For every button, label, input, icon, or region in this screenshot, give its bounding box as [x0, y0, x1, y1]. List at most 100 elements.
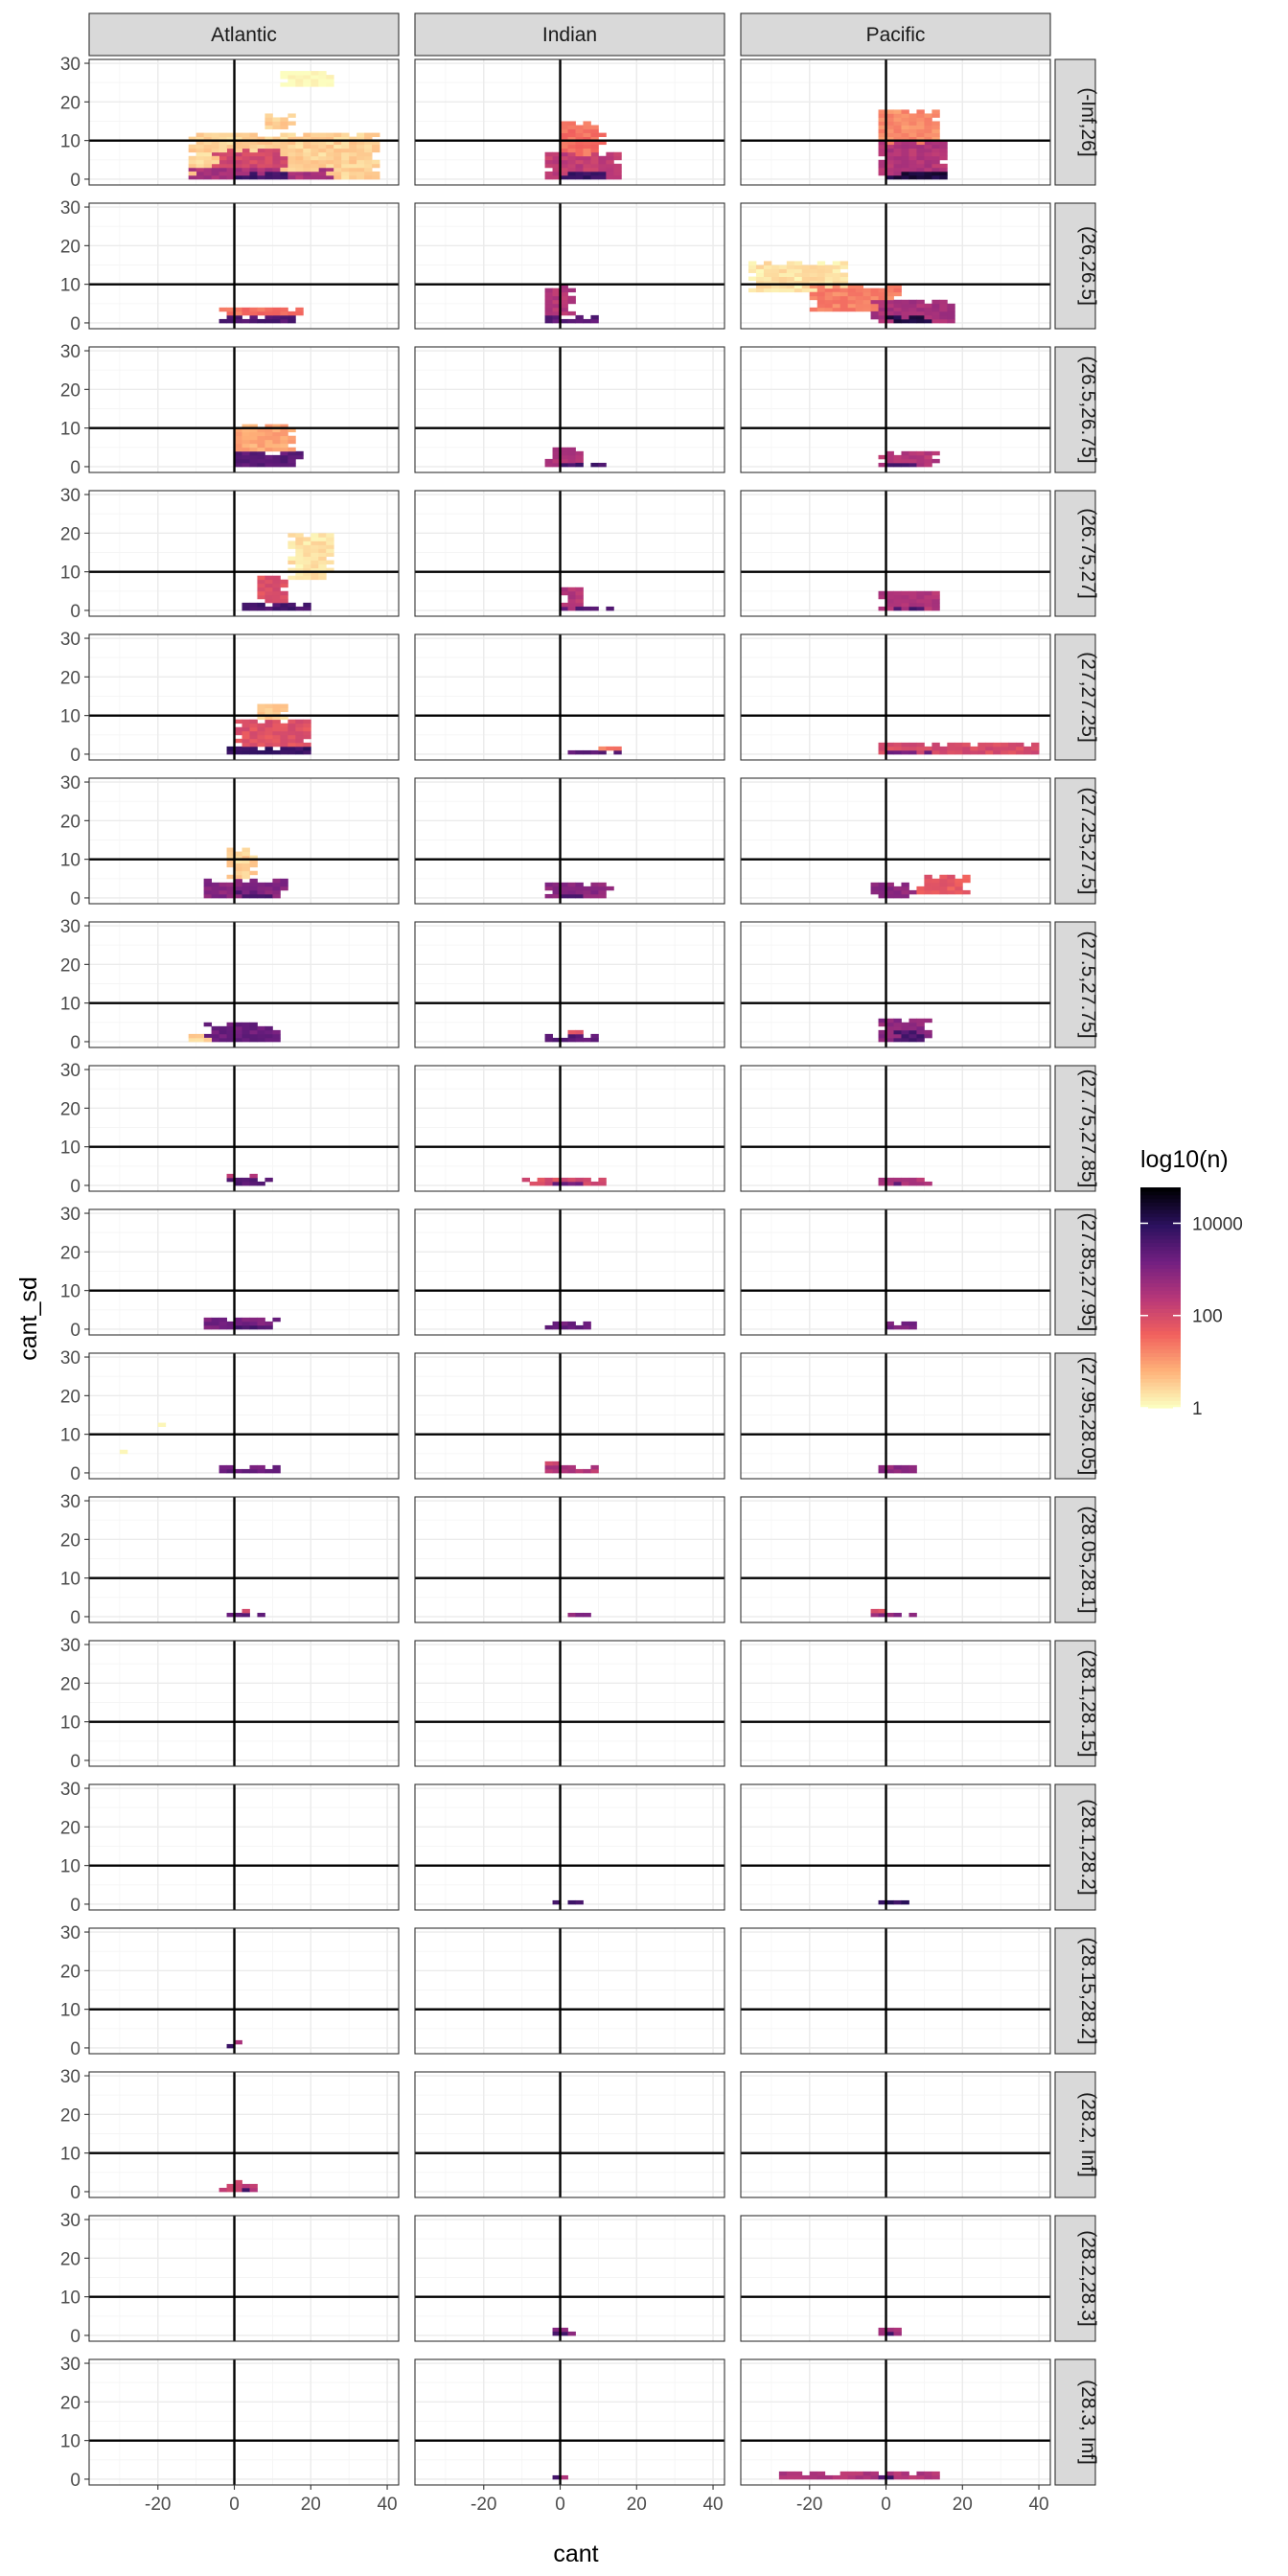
heat-tile	[280, 598, 288, 604]
heat-tile	[334, 163, 342, 169]
panel	[88, 921, 400, 1048]
heat-tile	[257, 711, 265, 717]
heat-tile	[886, 307, 894, 312]
heat-tile	[908, 117, 917, 122]
heat-tile	[560, 151, 568, 157]
heat-tile	[901, 882, 909, 887]
heat-tile	[947, 889, 955, 895]
heat-tile	[878, 889, 886, 895]
heat-tile	[349, 167, 357, 172]
heat-tile	[318, 71, 327, 76]
heat-tile	[303, 148, 311, 153]
heat-tile	[234, 878, 242, 884]
y-tick-label: 30	[60, 2211, 80, 2231]
heat-tile	[249, 746, 258, 751]
heat-tile	[816, 280, 826, 286]
heat-tile	[310, 159, 319, 165]
heat-tile	[778, 2474, 788, 2480]
heat-tile	[939, 318, 948, 324]
row-strip-label: (28.1,28.2]	[1077, 1799, 1099, 1895]
heat-tile	[211, 1033, 219, 1039]
row-strip-bg	[1054, 921, 1096, 1048]
heat-tile	[583, 148, 591, 153]
heat-tile	[947, 318, 955, 324]
heat-tile	[552, 2327, 561, 2333]
heat-tile	[916, 151, 925, 157]
heat-tile	[326, 140, 334, 146]
heat-tile	[840, 280, 849, 286]
heat-tile	[878, 882, 886, 887]
heat-tile	[272, 447, 281, 452]
heat-tile	[932, 132, 940, 138]
heat-tile	[590, 314, 599, 320]
heat-tile	[832, 264, 841, 269]
heat-tile	[249, 742, 258, 748]
heat-tile	[295, 163, 304, 169]
heat-tile	[832, 303, 841, 309]
y-tick-label: 0	[70, 2327, 80, 2347]
heat-tile	[295, 75, 304, 80]
legend-color-step	[1140, 1386, 1181, 1391]
heat-tile	[924, 590, 932, 596]
heat-tile	[280, 454, 288, 460]
heat-tile	[295, 82, 304, 87]
heat-tile	[801, 288, 811, 293]
heat-tile	[878, 2331, 886, 2336]
panel-border	[740, 1352, 1051, 1480]
heat-tile	[947, 307, 955, 312]
heat-tile	[560, 2327, 568, 2333]
heat-tile	[303, 719, 311, 724]
heat-tile	[908, 1181, 917, 1186]
heat-tile	[272, 711, 281, 717]
heat-tile	[606, 886, 614, 891]
heat-tile	[978, 746, 986, 751]
heat-tile	[862, 2474, 871, 2480]
heat-tile	[567, 454, 576, 460]
heat-tile	[288, 544, 296, 549]
heat-tile	[560, 462, 568, 468]
heat-tile	[552, 1321, 561, 1326]
heat-tile	[264, 318, 273, 324]
x-axis-title: cant	[553, 2541, 598, 2567]
heat-tile	[924, 462, 932, 468]
heat-tile	[295, 148, 304, 153]
heat-tile	[794, 264, 803, 269]
heat-tile	[893, 1324, 902, 1330]
heat-tile	[303, 575, 311, 581]
panel-background	[89, 1497, 399, 1622]
heat-tile	[264, 148, 273, 153]
heat-tile	[264, 1037, 273, 1043]
heat-tile	[242, 1321, 250, 1326]
heat-tile	[264, 155, 273, 161]
heat-tile	[916, 148, 925, 153]
panel-border	[88, 1640, 400, 1767]
heat-tile	[840, 276, 849, 282]
heat-tile	[901, 1321, 909, 1326]
heat-tile	[295, 606, 304, 611]
heat-tile	[924, 155, 932, 161]
heat-tile	[356, 167, 365, 172]
heat-tile	[257, 163, 265, 169]
panel-border	[414, 490, 725, 617]
heat-tile	[257, 462, 265, 468]
heat-tile	[211, 167, 219, 172]
heat-tile	[264, 598, 273, 604]
heat-tile	[583, 136, 591, 142]
heat-tile	[544, 462, 553, 468]
heat-tile	[794, 280, 803, 286]
heat-tile	[234, 719, 242, 724]
heat-tile	[544, 288, 553, 293]
panel-background	[415, 1209, 724, 1335]
heat-tile	[203, 148, 213, 153]
heat-tile	[932, 878, 940, 884]
panel-border	[88, 58, 400, 186]
heat-tile	[590, 144, 599, 150]
heat-tile	[288, 144, 296, 150]
heat-tile	[840, 303, 849, 309]
heat-tile	[809, 264, 818, 269]
legend-color-step	[1140, 1194, 1181, 1200]
heat-tile	[226, 132, 235, 138]
heat-tile	[748, 288, 757, 293]
heat-tile	[264, 462, 273, 468]
heat-tile	[544, 299, 553, 305]
